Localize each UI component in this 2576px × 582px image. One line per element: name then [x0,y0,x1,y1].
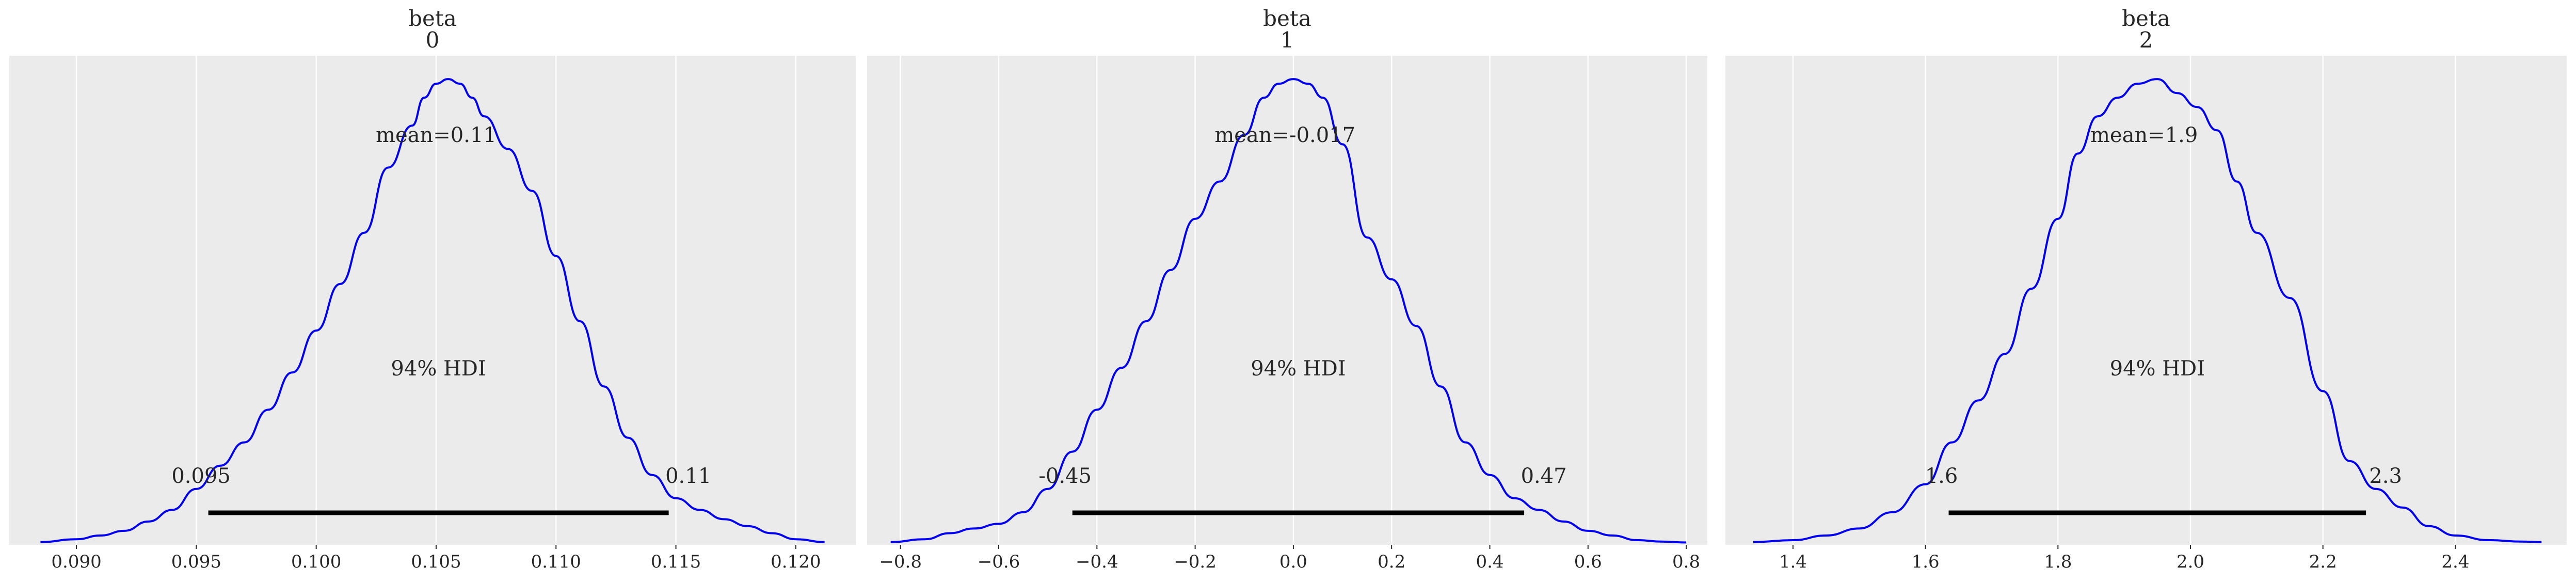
hdi-label: 94% HDI [1251,357,1346,381]
x-tick-label: −0.6 [978,552,1020,572]
density-curve [1753,78,2542,543]
hdi-low-label: 0.095 [171,464,231,488]
panel-title-line-0: beta [2122,6,2170,31]
panel-title-line-1: 1 [1281,27,1294,53]
x-tick-label: 0.095 [171,552,221,572]
hdi-high-label: 0.11 [665,464,711,488]
mean-label: mean=0.11 [376,123,497,147]
x-tick-label: 1.4 [1779,552,1807,572]
x-tick-label: −0.4 [1076,552,1118,572]
x-tick-label: 0.0 [1279,552,1307,572]
plot-area [867,56,1707,545]
hdi-label: 94% HDI [2110,357,2205,381]
mean-label: mean=-0.017 [1214,123,1355,147]
plot-area [1725,56,2567,545]
density-curve [40,78,825,543]
density-curve [890,78,1687,544]
hdi-low-label: -0.45 [1038,464,1092,488]
x-tick-label: −0.2 [1174,552,1217,572]
x-tick-label: 0.110 [531,552,581,572]
hdi-high-label: 0.47 [1521,464,1567,488]
x-tick-label: 2.4 [2441,552,2469,572]
x-tick-label: 0.6 [1574,552,1602,572]
mean-label: mean=1.9 [2090,123,2198,147]
panel-title-line-1: 0 [426,27,440,53]
x-tick-label: 1.6 [1912,552,1940,572]
x-tick-label: 1.8 [2044,552,2072,572]
x-tick-label: 0.2 [1378,552,1405,572]
x-tick-label: 0.100 [291,552,341,572]
hdi-high-label: 2.3 [2369,464,2402,488]
x-tick-label: 0.4 [1476,552,1503,572]
plot-area [9,56,856,545]
x-tick-label: 0.120 [771,552,821,572]
panel-title-line-0: beta [1263,6,1311,31]
x-tick-label: 0.8 [1672,552,1700,572]
hdi-label: 94% HDI [391,357,486,381]
x-tick-label: 2.2 [2309,552,2337,572]
x-tick-label: 0.105 [411,552,461,572]
panel-title-line-1: 2 [2139,27,2153,53]
x-tick-label: 0.115 [651,552,701,572]
panel-title-line-0: beta [408,6,457,31]
x-tick-label: 0.090 [51,552,101,572]
x-tick-label: −0.8 [879,552,922,572]
x-tick-label: 2.0 [2177,552,2204,572]
hdi-low-label: 1.6 [1925,464,1958,488]
